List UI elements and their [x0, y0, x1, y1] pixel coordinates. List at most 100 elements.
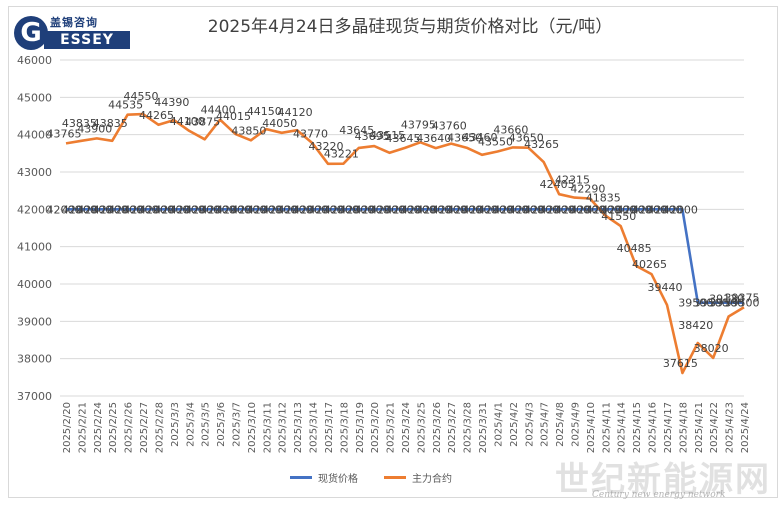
- legend-label-spot: 现货价格: [318, 474, 358, 485]
- data-label-spot: 39500: [725, 297, 760, 310]
- data-label-futures: 43835: [93, 117, 128, 130]
- x-tick-label: 2025/3/17: [324, 402, 335, 453]
- x-tick-label: 2025/3/24: [401, 402, 412, 453]
- data-label-futures: 39375: [725, 291, 760, 304]
- data-label-futures: 43220: [308, 140, 343, 153]
- data-label-futures: 44550: [124, 90, 159, 103]
- x-tick-label: 2025/3/13: [293, 402, 304, 453]
- x-tick-label: 2025/3/6: [216, 402, 227, 447]
- y-tick-label: 37000: [17, 390, 52, 403]
- x-tick-label: 2025/2/27: [139, 402, 150, 453]
- data-label-spot: 42000: [601, 203, 636, 216]
- x-tick-label: 2025/4/14: [617, 402, 628, 453]
- x-tick-label: 2025/4/2: [509, 402, 520, 447]
- data-label-spot: 42000: [170, 203, 205, 216]
- x-tick-label: 2025/3/3: [170, 402, 181, 447]
- data-label-spot: 42000: [324, 203, 359, 216]
- data-label-futures: 43515: [370, 129, 405, 142]
- data-label-futures: 43550: [478, 135, 513, 148]
- data-label-futures: 44100: [170, 115, 205, 128]
- x-tick-label: 2025/2/28: [154, 402, 165, 453]
- legend-item-futures: 主力合约: [384, 470, 452, 485]
- x-tick-label: 2025/4/15: [632, 402, 643, 453]
- x-tick-label: 2025/4/9: [571, 402, 582, 447]
- data-label-futures: 43660: [493, 123, 528, 136]
- data-label-spot: 42000: [93, 203, 128, 216]
- data-label-futures: 40265: [632, 258, 667, 271]
- data-label-spot: 42000: [339, 203, 374, 216]
- series-line-futures: [65, 112, 745, 375]
- y-tick-label: 43000: [17, 166, 52, 179]
- data-label-spot: 42000: [231, 203, 266, 216]
- data-label-futures: 44150: [247, 105, 282, 118]
- data-label-spot: 39500: [678, 297, 713, 310]
- logo-cn-text: 盖锡咨询: [50, 16, 98, 29]
- data-label-futures: 43221: [324, 148, 359, 161]
- data-label-futures: 43770: [293, 127, 328, 140]
- x-tick-label: 2025/3/27: [447, 402, 458, 453]
- legend-swatch-futures: [384, 476, 406, 479]
- data-label-spot: 42000: [524, 203, 559, 216]
- watermark-cn: 世纪新能源网: [555, 460, 771, 500]
- data-label-futures: 43645: [386, 132, 421, 145]
- data-label-futures: 39440: [647, 281, 682, 294]
- x-tick-label: 2025/2/21: [77, 402, 88, 453]
- data-label-spot: 42000: [108, 203, 143, 216]
- data-label-spot: 42000: [370, 203, 405, 216]
- x-tick-label: 2025/2/24: [93, 402, 104, 453]
- y-tick-label: 39000: [17, 315, 52, 328]
- data-label-spot: 42000: [139, 203, 174, 216]
- data-label-spot: 42000: [262, 203, 297, 216]
- x-tick-label: 2025/4/3: [524, 402, 535, 447]
- data-label-futures: 43875: [185, 115, 220, 128]
- logo-en-text: ESSEY: [44, 31, 130, 49]
- data-label-spot: 42000: [493, 203, 528, 216]
- data-label-futures: 41835: [586, 191, 621, 204]
- data-label-futures: 44120: [278, 106, 313, 119]
- data-label-spot: 42000: [570, 203, 605, 216]
- x-tick-label: 2025/3/10: [247, 402, 258, 453]
- data-label-futures: 44050: [262, 117, 297, 130]
- series-line-spot: [66, 208, 744, 305]
- x-tick-label: 2025/4/7: [540, 402, 551, 447]
- data-label-futures: 37615: [663, 357, 698, 370]
- data-label-spot: 42000: [386, 203, 421, 216]
- x-tick-label: 2025/4/18: [678, 402, 689, 453]
- data-label-spot: 39500: [694, 297, 729, 310]
- data-label-futures: 44400: [201, 104, 236, 117]
- x-tick-label: 2025/3/31: [478, 402, 489, 453]
- data-label-spot: 42000: [62, 203, 97, 216]
- x-tick-label: 2025/3/26: [432, 402, 443, 453]
- x-tick-label: 2025/3/25: [416, 402, 427, 453]
- data-label-spot: 42000: [77, 203, 112, 216]
- legend-label-futures: 主力合约: [412, 474, 452, 485]
- x-tick-label: 2025/4/11: [601, 402, 612, 453]
- x-tick-label: 2025/3/12: [278, 402, 289, 453]
- data-label-spot: 42000: [216, 203, 251, 216]
- data-label-spot: 42000: [355, 203, 390, 216]
- data-label-spot: 39500: [709, 297, 744, 310]
- y-tick-label: 44000: [17, 129, 52, 142]
- x-tick-label: 2025/4/21: [694, 402, 705, 453]
- data-label-futures: 43850: [231, 124, 266, 137]
- x-tick-label: 2025/4/16: [648, 402, 659, 453]
- chart-title: 2025年4月24日多晶硅现货与期货价格对比（元/吨）: [207, 17, 613, 37]
- data-label-futures: 43695: [355, 130, 390, 143]
- data-label-futures: 44265: [139, 109, 174, 122]
- x-tick-label: 2025/3/5: [201, 402, 212, 447]
- data-label-spot: 42000: [154, 203, 189, 216]
- y-tick-label: 41000: [17, 241, 52, 254]
- data-label-futures: 43795: [401, 118, 436, 131]
- data-label-futures: 43460: [463, 131, 498, 144]
- data-label-spot: 42000: [555, 203, 590, 216]
- data-label-spot: 42000: [401, 203, 436, 216]
- data-label-futures: 38420: [678, 319, 713, 332]
- data-label-futures: 44390: [154, 96, 189, 109]
- x-tick-label: 2025/4/24: [740, 402, 751, 453]
- data-label-spot: 42000: [293, 203, 328, 216]
- x-tick-label: 2025/3/18: [339, 402, 350, 453]
- data-label-futures: 43645: [339, 124, 374, 137]
- data-label-futures: 43900: [77, 122, 112, 135]
- data-label-spot: 42000: [447, 203, 482, 216]
- x-tick-label: 2025/3/7: [232, 402, 243, 447]
